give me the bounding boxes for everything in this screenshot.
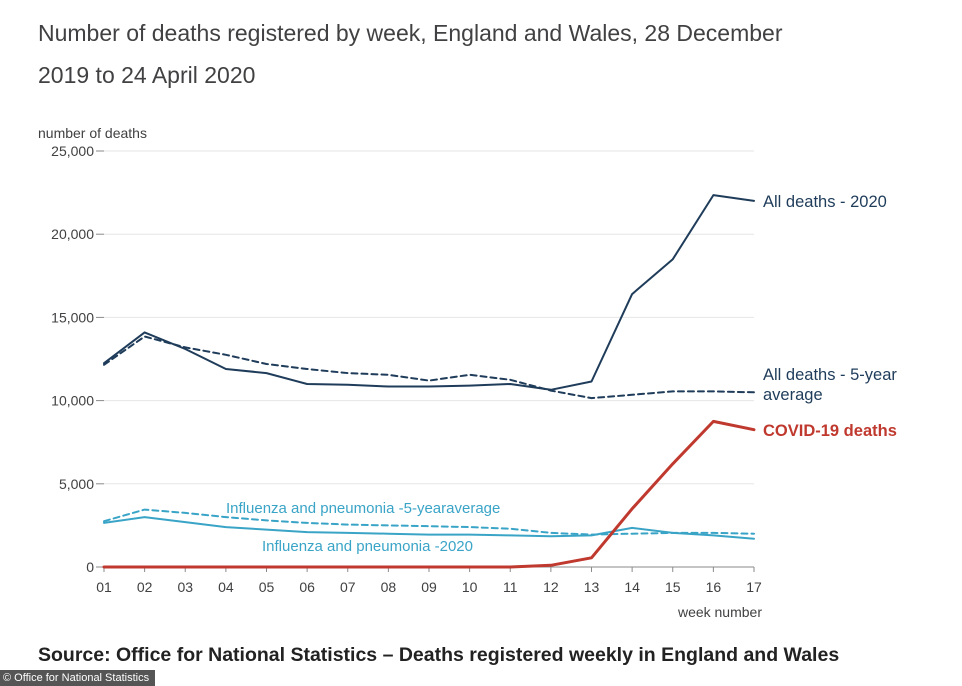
x-tick-label: 15 [665, 579, 681, 595]
source-note: Source: Office for National Statistics –… [38, 644, 840, 666]
series-label-all-deaths-5yr-avg: All deaths - 5-year average [763, 366, 897, 404]
x-tick-label: 17 [746, 579, 762, 595]
x-tick-label: 12 [543, 579, 559, 595]
x-tick-label: 07 [340, 579, 356, 595]
series-label-line: All deaths - 5-year [763, 366, 897, 384]
x-tick-label: 14 [624, 579, 640, 595]
x-tick-label: 03 [177, 579, 193, 595]
x-tick-label: 04 [218, 579, 234, 595]
series-label-flu-2020: Influenza and pneumonia -2020 [262, 538, 473, 555]
y-tick-label: 20,000 [51, 226, 94, 242]
series-label-line: average [763, 386, 823, 404]
x-tick-label: 11 [503, 579, 518, 595]
x-tick-label: 02 [137, 579, 153, 595]
x-tick-label: 06 [299, 579, 315, 595]
series-lines [102, 194, 756, 569]
gridlines [104, 150, 754, 485]
axes: 0 5,000 10,000 15,000 20,000 25,000 01 02 03 04 05… [38, 125, 762, 620]
series-line [103, 194, 755, 391]
x-tick-label: 05 [259, 579, 275, 595]
series-label-covid: COVID-19 deaths [763, 422, 897, 440]
series-labels: All deaths - 2020 All deaths - 5-year aver… [226, 193, 897, 555]
x-tick-label: 01 [96, 579, 112, 595]
y-tick-label: 15,000 [51, 309, 94, 325]
x-axis-label: week number [677, 604, 762, 620]
y-tick-label: 5,000 [59, 476, 94, 492]
y-axis-label: number of deaths [38, 125, 147, 141]
y-tick-label: 10,000 [51, 393, 94, 409]
x-tick-label: 16 [706, 579, 722, 595]
credit-badge: © Office for National Statistics [0, 670, 156, 686]
series-line [103, 508, 755, 536]
x-tick-label: 10 [462, 579, 478, 595]
x-tick-label: 09 [421, 579, 437, 595]
y-tick-label: 0 [86, 559, 94, 575]
x-tick-label: 13 [584, 579, 600, 595]
x-tick-label: 08 [381, 579, 397, 595]
series-line [103, 516, 755, 540]
series-label-all-deaths-2020: All deaths - 2020 [763, 193, 887, 211]
series-line [102, 419, 756, 569]
y-tick-label: 25,000 [51, 143, 94, 159]
series-line [103, 335, 755, 400]
series-label-flu-avg: Influenza and pneumonia -5-yearaverage [226, 500, 500, 517]
chart-title: Number of deaths registered by week, Eng… [38, 20, 783, 88]
